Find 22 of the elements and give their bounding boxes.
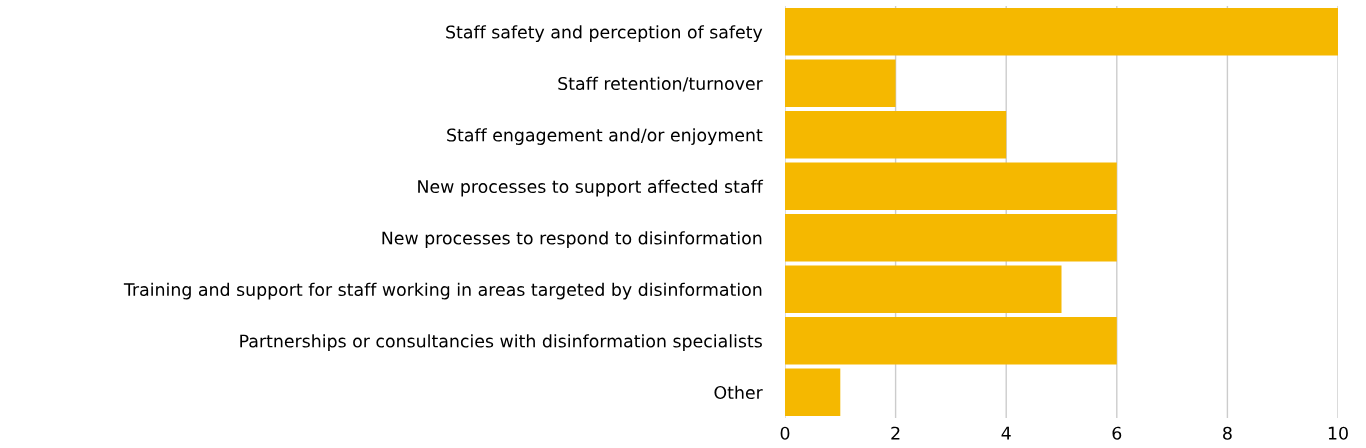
bar bbox=[785, 368, 841, 416]
bar bbox=[785, 214, 1117, 262]
x-tick-label: 6 bbox=[1112, 426, 1122, 440]
y-tick-label: Other bbox=[714, 385, 763, 400]
bar bbox=[785, 59, 896, 107]
y-tick-label: Staff engagement and/or enjoyment bbox=[447, 128, 763, 145]
y-tick-label: New processes to support affected staff bbox=[418, 179, 764, 197]
y-tick-label: Staff retention/turnover bbox=[558, 76, 763, 92]
y-tick-label: Partnerships or consultancies with disinformation specialists bbox=[240, 334, 762, 351]
x-tick-label: 8 bbox=[1223, 426, 1232, 440]
bar bbox=[785, 317, 1117, 365]
x-tick-label: 2 bbox=[891, 426, 900, 440]
y-tick-label: Training and support for staff working in areas targeted by disinformation bbox=[123, 282, 762, 300]
y-tick-label: New processes to respond to disinformation bbox=[382, 231, 762, 248]
x-tick-label: 10 bbox=[1328, 426, 1348, 440]
bar bbox=[785, 162, 1117, 210]
bar bbox=[785, 111, 1007, 159]
y-tick-label: Staff safety and perception of safety bbox=[446, 25, 763, 42]
x-tick-label: 4 bbox=[1001, 426, 1011, 440]
x-tick-label: 0 bbox=[780, 426, 790, 440]
bar bbox=[785, 265, 1062, 313]
bar bbox=[785, 8, 1338, 56]
